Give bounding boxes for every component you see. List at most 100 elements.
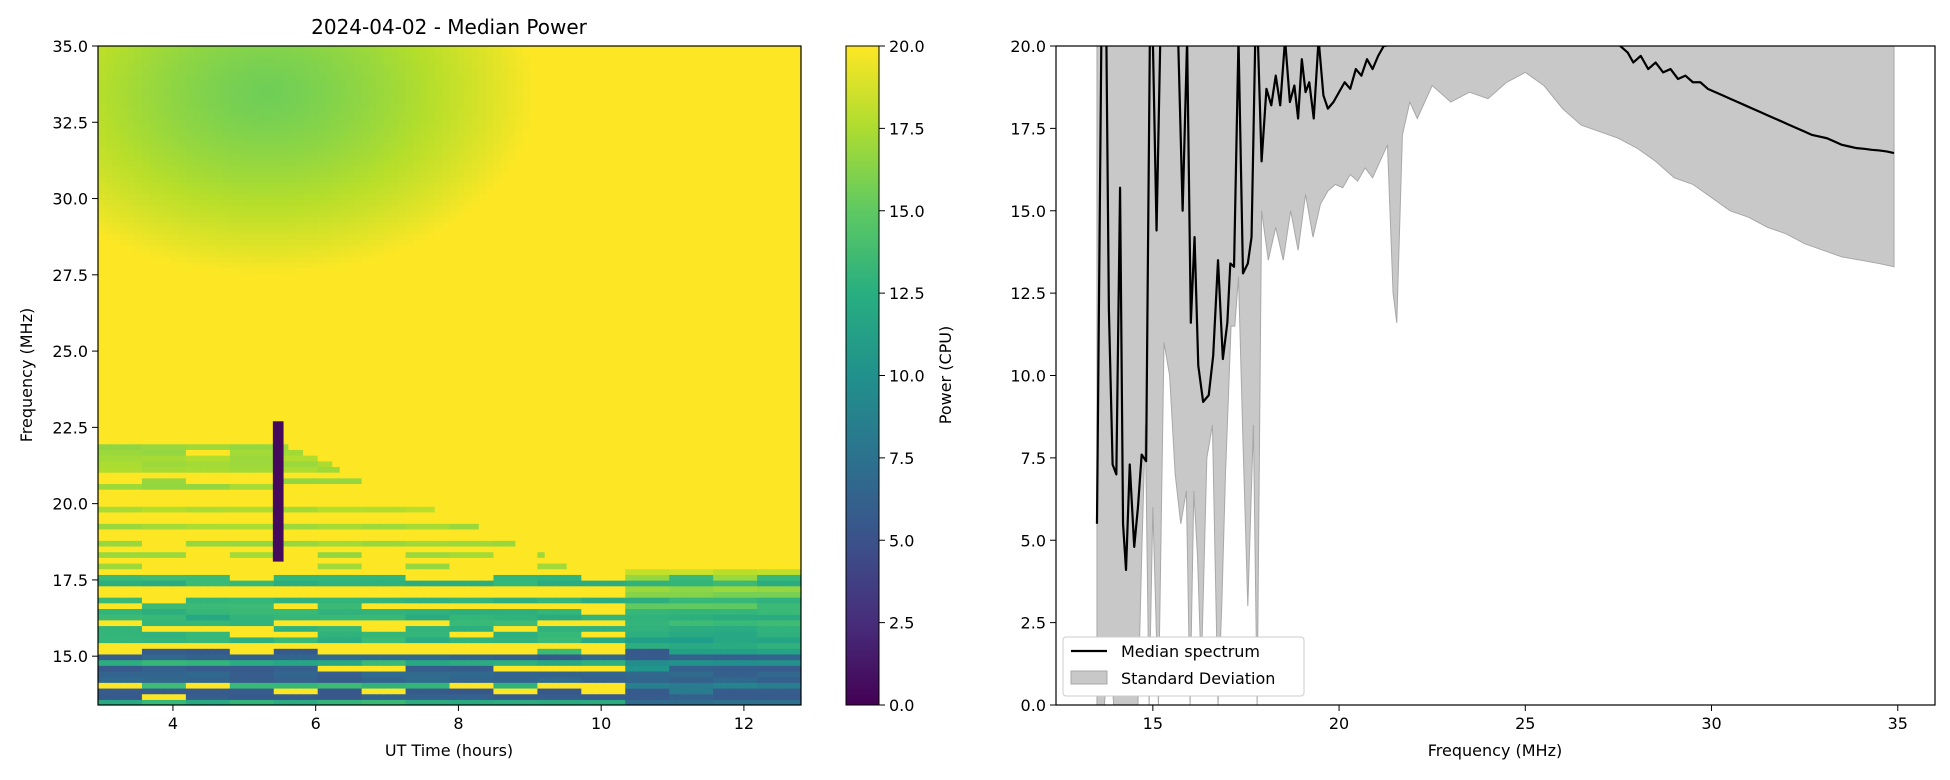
heatmap-cell xyxy=(749,455,758,462)
heatmap-cell xyxy=(244,642,253,649)
heatmap-cell xyxy=(500,699,509,705)
heatmap-cell xyxy=(493,534,502,541)
heatmap-cell xyxy=(566,602,575,610)
heatmap-cell xyxy=(200,477,209,485)
heatmap-cell xyxy=(420,699,429,705)
heatmap-cell xyxy=(303,477,311,485)
heatmap-cell xyxy=(178,665,187,672)
heatmap-cell xyxy=(625,659,634,666)
heatmap-cell xyxy=(215,426,224,433)
heatmap-cell xyxy=(398,676,407,683)
heatmap-cell xyxy=(713,699,722,705)
heatmap-cell xyxy=(478,437,487,445)
heatmap-cell xyxy=(727,653,736,661)
heatmap-cell xyxy=(354,574,363,581)
heatmap-cell xyxy=(720,506,729,513)
heatmap-cell xyxy=(654,534,663,541)
heatmap-cell xyxy=(493,676,502,683)
heatmap-cell xyxy=(456,557,465,564)
heatmap-cell xyxy=(98,511,106,519)
heatmap-cell xyxy=(244,500,253,507)
heatmap-cell xyxy=(398,500,407,507)
heatmap-cell xyxy=(207,597,216,604)
heatmap-cell xyxy=(295,466,304,473)
heatmap-cell xyxy=(427,648,436,655)
heatmap-cell xyxy=(325,699,333,705)
heatmap-cell xyxy=(215,682,224,689)
heatmap-cell xyxy=(310,500,319,507)
heatmap-cell xyxy=(376,636,385,644)
heatmap-cell xyxy=(779,517,787,524)
heatmap-cell xyxy=(185,591,194,598)
heatmap-cell xyxy=(573,670,582,678)
heatmap-cell xyxy=(383,653,392,661)
heatmap-cell xyxy=(661,545,670,553)
heatmap-cell xyxy=(493,500,502,507)
heatmap-cell xyxy=(625,540,634,547)
heatmap-cell xyxy=(383,466,392,473)
heatmap-cell xyxy=(573,693,582,700)
heatmap-cell xyxy=(786,665,795,672)
heatmap-cell xyxy=(522,562,531,570)
heatmap-cell xyxy=(661,466,670,473)
heatmap-cell xyxy=(566,585,575,592)
heatmap-cell xyxy=(515,420,524,428)
heatmap-cell xyxy=(193,426,202,433)
heatmap-cell xyxy=(515,665,524,672)
heatmap-cell xyxy=(237,648,246,655)
heatmap-cell xyxy=(339,472,348,479)
heatmap-cell xyxy=(493,614,502,621)
heatmap-cell xyxy=(317,455,326,462)
heatmap-cell xyxy=(105,437,114,445)
heatmap-cell xyxy=(229,540,238,547)
heatmap-cell xyxy=(434,449,443,456)
heatmap-cell xyxy=(713,466,722,473)
heatmap-cell xyxy=(449,602,458,610)
heatmap-cell xyxy=(171,523,180,530)
heatmap-cell xyxy=(530,528,538,536)
heatmap-cell xyxy=(259,580,268,587)
heatmap-cell xyxy=(163,432,172,439)
heatmap-cell xyxy=(515,437,524,445)
heatmap-cell xyxy=(779,557,787,564)
heatmap-cell xyxy=(98,455,106,462)
heatmap-cell xyxy=(112,699,121,705)
heatmap-cell xyxy=(237,551,246,558)
heatmap-cell xyxy=(617,489,626,496)
heatmap-cell xyxy=(193,659,202,666)
heatmap-cell xyxy=(771,420,780,428)
heatmap-cell xyxy=(163,523,172,530)
heatmap-cell xyxy=(163,551,172,558)
heatmap-cell xyxy=(288,631,297,638)
heatmap-cell xyxy=(434,676,443,683)
heatmap-cell xyxy=(141,472,150,479)
heatmap-cell xyxy=(361,534,370,541)
heatmap-cell xyxy=(354,472,363,479)
heatmap-cell xyxy=(559,494,568,502)
heatmap-cell xyxy=(229,585,238,592)
heatmap-cell xyxy=(720,568,729,575)
heatmap-cell xyxy=(266,489,275,496)
heatmap-cell xyxy=(537,597,546,604)
heatmap-cell xyxy=(779,642,787,649)
heatmap-cell xyxy=(581,409,590,416)
heatmap-cell xyxy=(639,523,648,530)
heatmap-cell xyxy=(295,585,304,592)
heatmap-cell xyxy=(368,585,377,592)
heatmap-cell xyxy=(669,693,678,700)
heatmap-cell xyxy=(698,597,707,604)
heatmap-cell xyxy=(727,551,736,558)
heatmap-cell xyxy=(171,631,180,638)
heatmap-cell xyxy=(537,545,546,553)
heatmap-cell xyxy=(522,665,531,672)
heatmap-cell xyxy=(757,540,765,547)
heatmap-cell xyxy=(552,614,560,621)
heatmap-cell xyxy=(749,420,758,428)
heatmap-cell xyxy=(639,551,648,558)
heatmap-cell xyxy=(647,437,656,445)
heatmap-cell xyxy=(793,625,801,632)
heatmap-cell xyxy=(405,466,414,473)
heatmap-cell xyxy=(779,483,787,490)
heatmap-cell xyxy=(683,670,692,678)
heatmap-cell xyxy=(581,631,590,638)
